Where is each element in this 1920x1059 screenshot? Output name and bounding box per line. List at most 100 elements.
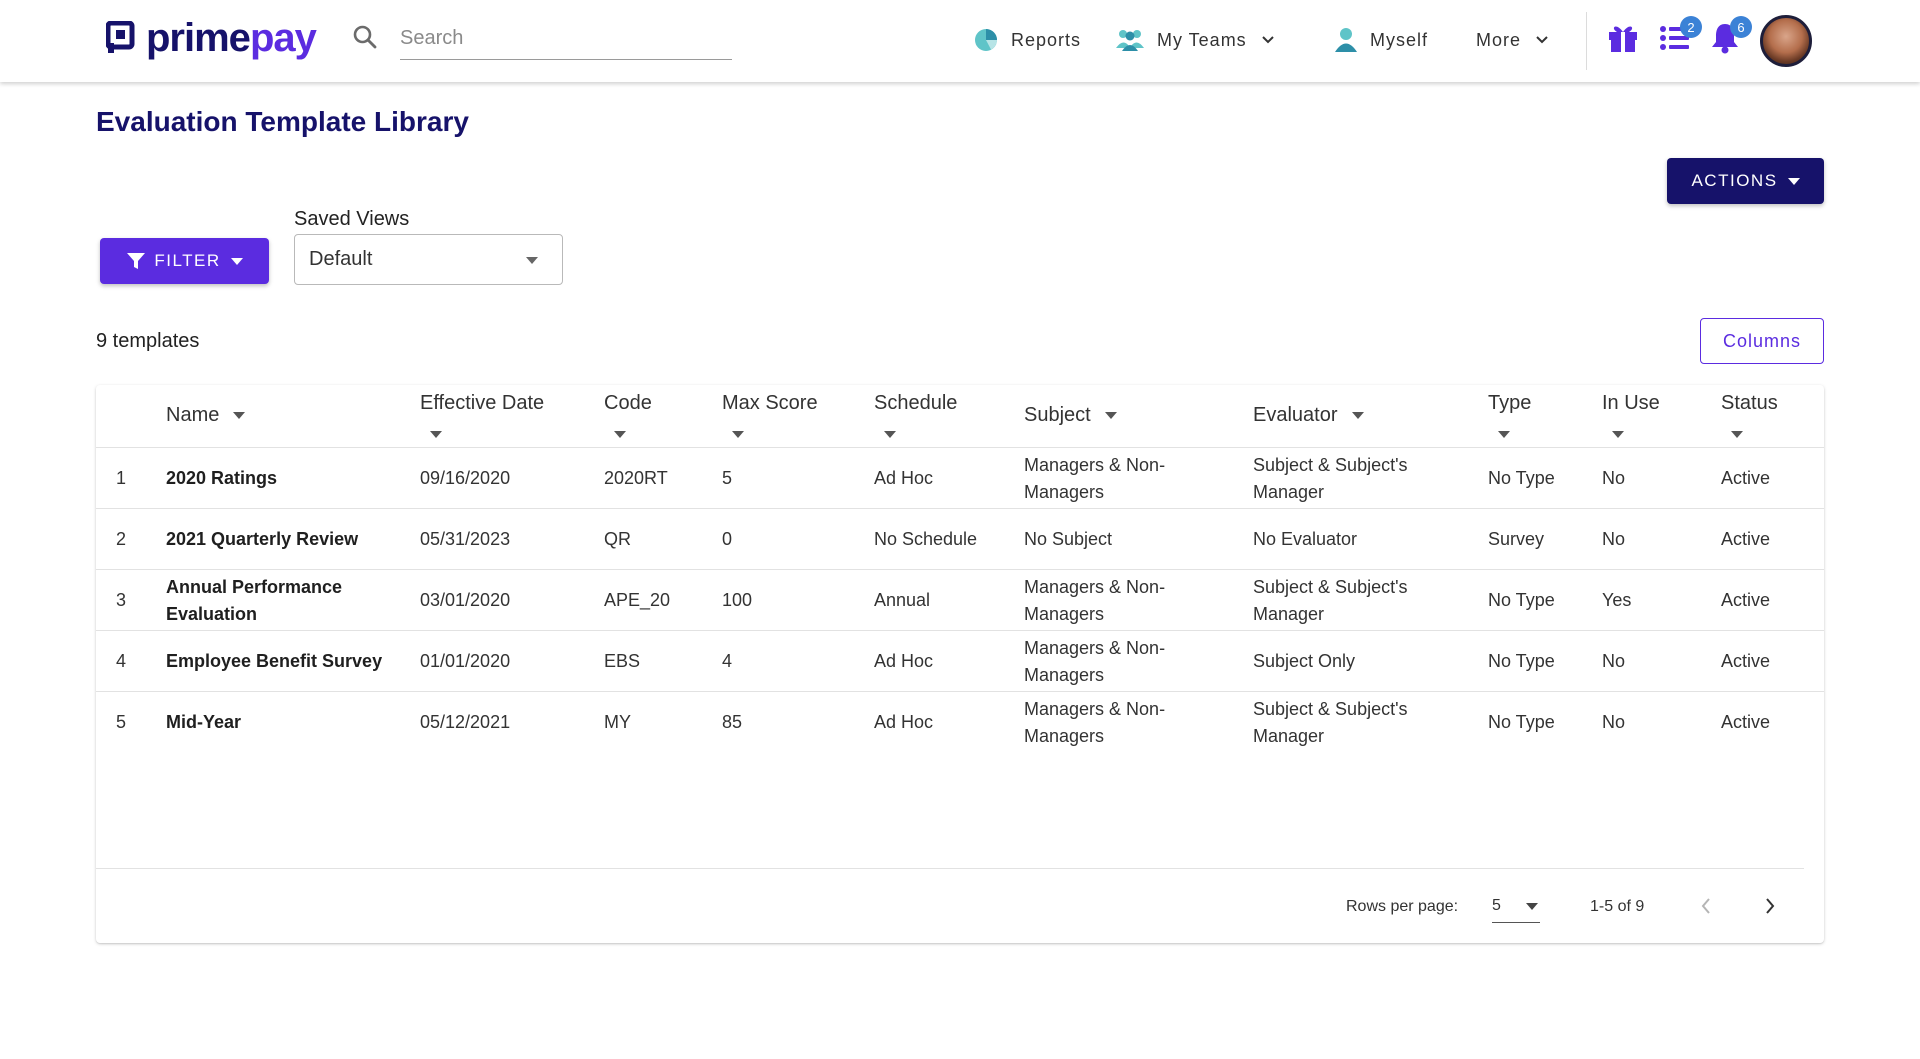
column-header-type[interactable]: Type — [1488, 391, 1531, 438]
schedule: Annual — [874, 590, 931, 610]
template-name[interactable]: Employee Benefit Survey — [166, 648, 382, 675]
actions-button[interactable]: ACTIONS — [1667, 158, 1824, 204]
nav-reports-label: Reports — [1011, 29, 1082, 50]
subject: Managers & Non- Managers — [1024, 574, 1165, 628]
nav-more[interactable]: More — [1476, 22, 1549, 58]
previous-page-button[interactable] — [1691, 891, 1721, 921]
code: QR — [604, 529, 631, 549]
status: Active — [1721, 712, 1771, 732]
in-use: No — [1602, 529, 1626, 549]
sort-arrow-icon — [1104, 412, 1117, 420]
subject-line: Managers & Non- — [1024, 638, 1166, 658]
nav-myself-label: Myself — [1370, 29, 1429, 50]
column-header-name[interactable]: Name — [166, 403, 246, 427]
column-header-evaluator[interactable]: Evaluator — [1253, 403, 1364, 427]
logo-wordmark: primepay — [146, 18, 317, 58]
evaluator-line: No Evaluator — [1253, 529, 1358, 549]
evaluator-line: Subject Only — [1253, 651, 1356, 671]
max-score: 5 — [722, 468, 733, 488]
column-header-status[interactable]: Status — [1721, 391, 1778, 438]
column-header-subject[interactable]: Subject — [1024, 403, 1117, 427]
nav-myself[interactable]: Myself — [1334, 22, 1428, 58]
table-header: Name Effective Date Code Max Score Sched… — [96, 385, 1824, 448]
nav-reports[interactable]: Reports — [973, 22, 1081, 58]
table-row[interactable]: 4 Employee Benefit Survey 01/01/2020 EBS… — [96, 631, 1824, 692]
user-avatar[interactable] — [1760, 15, 1812, 67]
table-row[interactable]: 1 2020 Ratings 09/16/2020 2020RT 5 Ad Ho… — [96, 448, 1824, 509]
template-count: 9 templates — [96, 330, 200, 352]
rows-per-page-label: Rows per page: — [1346, 898, 1459, 915]
in-use: No — [1602, 468, 1626, 488]
row-index: 4 — [116, 651, 127, 671]
schedule: Ad Hoc — [874, 651, 934, 671]
saved-views-select[interactable]: Default — [294, 234, 563, 285]
column-header-code[interactable]: Code — [604, 391, 652, 438]
nav-my-teams-label: My Teams — [1157, 29, 1247, 50]
sort-arrow-icon — [884, 431, 896, 438]
column-header-label: Name — [166, 404, 220, 426]
search-icon[interactable] — [352, 24, 380, 52]
column-header-label: Status — [1721, 392, 1778, 414]
column-header-label: In Use — [1602, 392, 1660, 414]
template-name[interactable]: 2021 Quarterly Review — [166, 526, 358, 553]
effective-date: 05/31/2023 — [420, 529, 511, 549]
template-name-line: 2020 Ratings — [166, 468, 278, 488]
subject-line: Managers & Non- — [1024, 699, 1166, 719]
column-header-in-use[interactable]: In Use — [1602, 391, 1660, 438]
effective-date: 09/16/2020 — [420, 468, 511, 488]
tasks-list-icon[interactable]: 2 — [1658, 16, 1702, 56]
subject: Managers & Non- Managers — [1024, 635, 1165, 689]
evaluator-line: Manager — [1253, 604, 1325, 624]
chevron-left-icon — [1701, 898, 1710, 914]
templates-table: Name Effective Date Code Max Score Sched… — [96, 385, 1824, 943]
template-name[interactable]: Annual Performance Evaluation — [166, 574, 342, 628]
next-page-button[interactable] — [1755, 891, 1785, 921]
max-score: 4 — [722, 651, 733, 671]
primepay-logo[interactable]: primepay — [105, 16, 317, 60]
table-row[interactable]: 2 2021 Quarterly Review 05/31/2023 QR 0 … — [96, 509, 1824, 570]
sort-arrow-icon — [430, 431, 442, 438]
row-index: 5 — [116, 712, 127, 732]
column-header-label: Evaluator — [1253, 404, 1338, 426]
rows-per-page-select[interactable]: 5 — [1492, 889, 1540, 923]
column-header-max-score[interactable]: Max Score — [722, 391, 818, 438]
table-row[interactable]: 3 Annual Performance Evaluation 03/01/202… — [96, 570, 1824, 631]
code: 2020RT — [604, 468, 668, 488]
schedule: Ad Hoc — [874, 468, 934, 488]
column-header-schedule[interactable]: Schedule — [874, 391, 957, 438]
row-index: 3 — [116, 590, 127, 610]
template-name-line: Evaluation — [166, 604, 258, 624]
row-index: 1 — [116, 468, 127, 488]
type: No Type — [1488, 651, 1555, 671]
template-name-line: Employee Benefit Survey — [166, 651, 383, 671]
chevron-down-icon — [1261, 36, 1274, 44]
top-navigation-bar: primepay Reports My Teams Myself More 2 … — [0, 0, 1920, 82]
search-input[interactable] — [400, 18, 732, 60]
columns-button[interactable]: Columns — [1700, 318, 1824, 364]
template-name[interactable]: Mid-Year — [166, 709, 241, 736]
column-header-label: Effective Date — [420, 392, 545, 414]
saved-views-value: Default — [309, 248, 373, 270]
filter-button[interactable]: FILTER — [100, 238, 269, 284]
status: Active — [1721, 590, 1771, 610]
template-name[interactable]: 2020 Ratings — [166, 465, 277, 492]
gift-icon[interactable] — [1606, 20, 1642, 56]
status: Active — [1721, 529, 1771, 549]
table-row[interactable]: 5 Mid-Year 05/12/2021 MY 85 Ad Hoc Manag… — [96, 692, 1824, 753]
code: APE_20 — [604, 590, 671, 610]
column-header-label: Max Score — [722, 392, 818, 414]
person-icon — [1335, 28, 1357, 52]
evaluator-line: Subject & Subject's — [1253, 455, 1408, 475]
nav-more-label: More — [1476, 29, 1522, 50]
status: Active — [1721, 651, 1771, 671]
chevron-down-icon — [1536, 36, 1548, 44]
evaluator: No Evaluator — [1253, 526, 1357, 553]
evaluator-line: Subject & Subject's — [1253, 577, 1408, 597]
chevron-right-icon — [1766, 898, 1775, 914]
dropdown-arrow-icon — [1526, 903, 1538, 910]
nav-my-teams[interactable]: My Teams — [1115, 22, 1275, 58]
bell-icon[interactable]: 6 — [1708, 16, 1752, 56]
column-header-effective-date[interactable]: Effective Date — [420, 391, 545, 438]
team-icon — [1116, 30, 1144, 51]
in-use: No — [1602, 712, 1626, 732]
